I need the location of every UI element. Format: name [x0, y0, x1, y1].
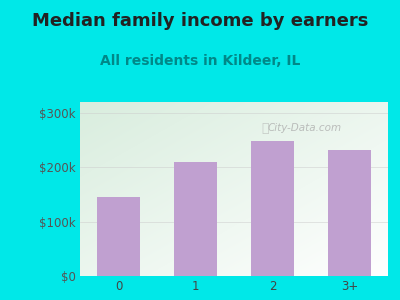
- Bar: [251, 141, 294, 276]
- Text: Median family income by earners: Median family income by earners: [32, 12, 368, 30]
- Text: ⓘ: ⓘ: [261, 122, 268, 135]
- Text: City-Data.com: City-Data.com: [268, 123, 342, 133]
- Bar: [97, 197, 140, 276]
- Bar: [174, 162, 217, 276]
- Bar: [328, 150, 371, 276]
- Text: All residents in Kildeer, IL: All residents in Kildeer, IL: [100, 54, 300, 68]
